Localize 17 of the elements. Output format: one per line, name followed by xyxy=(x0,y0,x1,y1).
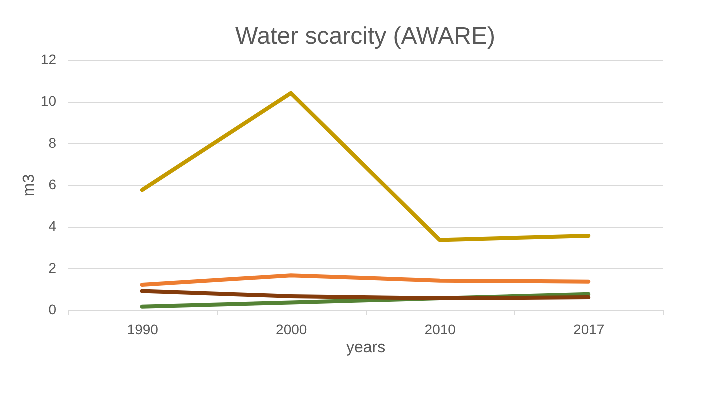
y-tick-label: 12 xyxy=(40,52,57,68)
line-series xyxy=(140,91,591,242)
y-tick-label: 10 xyxy=(40,93,57,110)
x-tick-label: 2000 xyxy=(276,322,308,338)
chart-title: Water scarcity (AWARE) xyxy=(235,23,496,50)
y-tick-label: 6 xyxy=(48,176,57,192)
line-series xyxy=(140,289,591,301)
x-axis-title: years xyxy=(346,340,386,356)
y-axis-title: m3 xyxy=(20,174,38,197)
x-tick-label: 2010 xyxy=(424,322,456,338)
y-tick-label: 0 xyxy=(48,302,57,318)
x-tick-label: 2017 xyxy=(574,322,605,338)
y-tick-label: 4 xyxy=(48,218,57,234)
line-series xyxy=(140,274,591,287)
y-tick-label: 2 xyxy=(48,260,57,276)
x-tick-label: 1990 xyxy=(127,322,159,338)
y-tick-label: 8 xyxy=(48,134,57,151)
